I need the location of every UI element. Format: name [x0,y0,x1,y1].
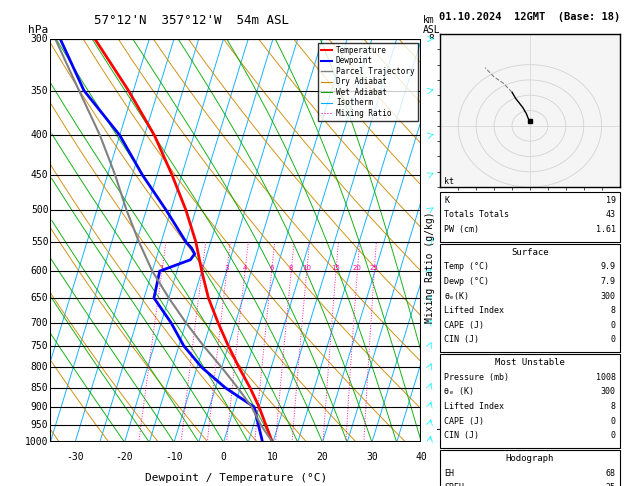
Text: 20: 20 [316,452,328,462]
Text: 8: 8 [611,306,616,315]
Text: 0: 0 [611,321,616,330]
Text: -3: -3 [423,318,435,328]
Text: 3: 3 [225,265,229,271]
Text: 8: 8 [289,265,294,271]
Text: 20: 20 [353,265,362,271]
Text: 1008: 1008 [596,373,616,382]
Text: -8: -8 [423,34,435,44]
Text: 950: 950 [31,420,48,430]
Text: 57°12'N  357°12'W  54m ASL: 57°12'N 357°12'W 54m ASL [94,14,289,27]
Text: 30: 30 [366,452,378,462]
Text: 700: 700 [31,318,48,328]
Text: 10: 10 [267,452,279,462]
Text: 0: 0 [611,335,616,345]
Text: km
ASL: km ASL [423,15,441,35]
Text: hPa: hPa [28,25,48,35]
Text: 9.9: 9.9 [601,262,616,272]
Text: 1.61: 1.61 [596,225,616,234]
Text: -7: -7 [423,86,435,96]
Text: -1: -1 [423,402,435,412]
Text: 750: 750 [31,341,48,351]
Text: 25: 25 [370,265,379,271]
Text: 4: 4 [243,265,247,271]
Text: -6: -6 [423,130,435,140]
Text: 19: 19 [606,196,616,205]
Text: 0: 0 [611,417,616,426]
Text: CIN (J): CIN (J) [444,431,479,440]
Text: Totals Totals: Totals Totals [444,210,509,220]
Text: -10: -10 [165,452,183,462]
Legend: Temperature, Dewpoint, Parcel Trajectory, Dry Adiabat, Wet Adiabat, Isotherm, Mi: Temperature, Dewpoint, Parcel Trajectory… [318,43,418,121]
Text: Dewpoint / Temperature (°C): Dewpoint / Temperature (°C) [145,472,327,483]
Text: 600: 600 [31,266,48,276]
Text: 550: 550 [31,237,48,247]
Text: CAPE (J): CAPE (J) [444,417,484,426]
Text: 300: 300 [601,292,616,301]
Text: Mixing Ratio (g/kg): Mixing Ratio (g/kg) [425,211,435,323]
Text: 68: 68 [606,469,616,478]
Text: 300: 300 [601,387,616,397]
Text: θₑ(K): θₑ(K) [444,292,469,301]
Text: Hodograph: Hodograph [506,454,554,463]
Text: Pressure (mb): Pressure (mb) [444,373,509,382]
Text: 1: 1 [160,265,164,271]
Text: Lifted Index: Lifted Index [444,402,504,411]
Text: 0: 0 [611,431,616,440]
Text: 650: 650 [31,293,48,303]
Text: 15: 15 [331,265,340,271]
Text: 6: 6 [269,265,274,271]
Text: 400: 400 [31,130,48,140]
Text: kt: kt [444,177,454,186]
Text: 500: 500 [31,205,48,215]
Text: -2: -2 [423,363,435,372]
Text: 8: 8 [611,402,616,411]
Text: Lifted Index: Lifted Index [444,306,504,315]
Text: -30: -30 [66,452,84,462]
Text: 0: 0 [221,452,226,462]
Text: PW (cm): PW (cm) [444,225,479,234]
Text: θₑ (K): θₑ (K) [444,387,474,397]
Text: Most Unstable: Most Unstable [495,358,565,367]
Text: 43: 43 [606,210,616,220]
Text: 01.10.2024  12GMT  (Base: 18): 01.10.2024 12GMT (Base: 18) [439,12,621,22]
Text: K: K [444,196,449,205]
Text: CAPE (J): CAPE (J) [444,321,484,330]
Text: Temp (°C): Temp (°C) [444,262,489,272]
Text: 450: 450 [31,170,48,180]
Text: Surface: Surface [511,248,548,257]
Text: LCL: LCL [423,422,441,432]
Text: 800: 800 [31,363,48,372]
Text: 900: 900 [31,402,48,412]
Text: 7.9: 7.9 [601,277,616,286]
Text: -5: -5 [423,205,435,215]
Text: -20: -20 [116,452,133,462]
Text: 40: 40 [416,452,427,462]
Text: 300: 300 [31,34,48,44]
Text: SREH: SREH [444,483,464,486]
Text: 10: 10 [303,265,311,271]
Text: 2: 2 [200,265,204,271]
Text: 850: 850 [31,383,48,393]
Text: 1000: 1000 [25,437,48,447]
Text: 25: 25 [606,483,616,486]
Text: CIN (J): CIN (J) [444,335,479,345]
Text: EH: EH [444,469,454,478]
Text: 350: 350 [31,86,48,96]
Text: Dewp (°C): Dewp (°C) [444,277,489,286]
Text: -4: -4 [423,266,435,276]
